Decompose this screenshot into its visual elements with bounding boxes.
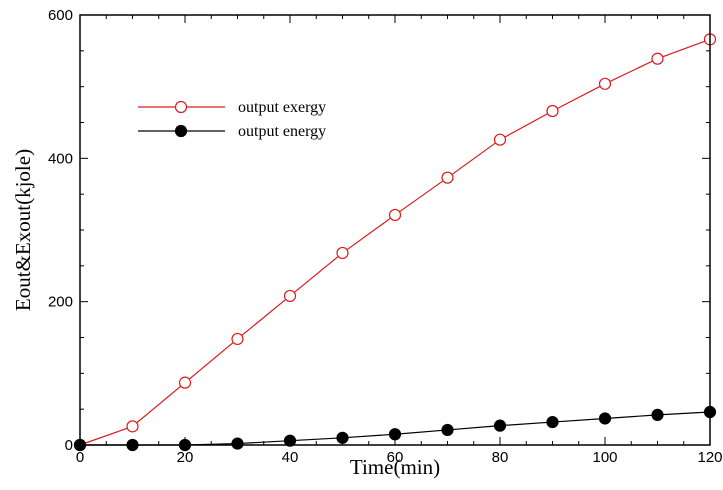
legend-label: output energy: [238, 123, 326, 140]
data-point: [546, 415, 559, 429]
y-tick-label: 200: [48, 294, 73, 311]
series-layer: [73, 33, 717, 452]
x-tick-label: 60: [387, 449, 404, 466]
y-tick-label: 0: [65, 437, 73, 454]
data-point: [283, 289, 297, 303]
data-point: [231, 437, 244, 450]
x-tick-label: 0: [76, 449, 84, 466]
x-tick-label: 40: [282, 449, 299, 466]
legend-label: output exergy: [238, 99, 326, 116]
data-point: [231, 332, 244, 346]
data-point: [388, 428, 402, 441]
tick-labels: 0 20 40 60 80 100 120 0 200 400 600: [48, 7, 723, 466]
x-tick-label: 20: [177, 449, 194, 466]
x-tick-label: 120: [697, 449, 722, 466]
legend: output exergy output energy: [138, 99, 326, 140]
axis-ticks: [79, 14, 711, 446]
legend-marker: [174, 124, 188, 138]
legend-marker: [174, 100, 188, 114]
data-point: [546, 104, 559, 118]
data-point: [126, 420, 139, 433]
x-tick-label: 100: [592, 449, 617, 466]
data-point: [178, 376, 192, 389]
data-point: [598, 412, 612, 425]
data-point: [651, 52, 664, 65]
data-point: [493, 419, 507, 432]
data-point: [336, 246, 349, 260]
data-point: [283, 434, 297, 447]
data-point: [493, 133, 507, 146]
series-line: [79, 38, 711, 446]
x-tick-label: 80: [492, 449, 509, 466]
x-axis-title: Time(min): [350, 455, 440, 479]
series-output-exergy: [73, 33, 717, 452]
y-axis-title: Eout&Exout(kjole): [11, 149, 35, 311]
data-point: [598, 77, 612, 90]
data-point: [441, 423, 454, 437]
data-point: [651, 408, 664, 421]
data-point: [388, 208, 402, 222]
plot-frame: [79, 14, 711, 446]
data-point: [441, 171, 454, 184]
y-tick-label: 400: [48, 150, 73, 167]
y-tick-label: 600: [48, 7, 73, 24]
data-point: [336, 431, 349, 444]
